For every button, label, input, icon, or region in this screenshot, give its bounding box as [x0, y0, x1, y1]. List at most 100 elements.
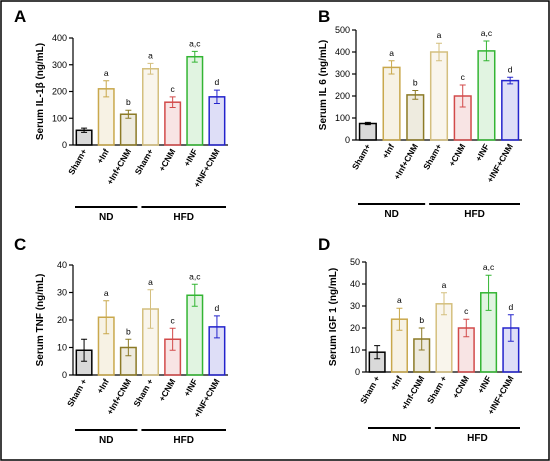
- y-tick-label: 100: [335, 113, 350, 123]
- error-bar: [463, 318, 470, 338]
- significance-letter: a: [104, 68, 109, 78]
- y-tick-label: 100: [52, 113, 67, 123]
- group-label: ND: [99, 435, 113, 446]
- error-bar: [507, 314, 514, 342]
- panel-label: D: [318, 235, 330, 254]
- y-tick-label: 500: [335, 25, 350, 35]
- y-tick-label: 0: [345, 135, 350, 145]
- error-bar: [169, 96, 176, 109]
- error-bar: [147, 289, 154, 329]
- error-bar: [191, 283, 198, 307]
- y-tick-label: 50: [350, 257, 360, 267]
- error-bar: [483, 40, 490, 62]
- y-tick-label: 0: [62, 370, 67, 380]
- x-tick-label: +Inf: [388, 374, 404, 392]
- x-tick-label: Sham+: [421, 142, 444, 171]
- x-tick-label: +INF: [475, 374, 493, 395]
- significance-letter: a,c: [483, 262, 495, 272]
- error-bar: [418, 327, 425, 351]
- significance-letter: b: [126, 97, 131, 107]
- x-tick-label: +INF: [182, 147, 200, 168]
- significance-letter: d: [508, 64, 513, 74]
- y-axis-label: Serum IL-1β (ng/mL): [35, 43, 46, 140]
- group-label: ND: [99, 212, 113, 223]
- x-tick-label: Sham+: [350, 142, 373, 171]
- error-bar: [125, 109, 132, 119]
- significance-letter: a: [397, 295, 402, 305]
- y-tick-label: 20: [350, 323, 360, 333]
- error-bar: [213, 89, 220, 105]
- x-tick-label: Sham+: [133, 147, 156, 176]
- y-axis-label: Serum IGF 1 (ng/mL): [328, 268, 339, 366]
- x-tick-label: +INF: [182, 377, 200, 398]
- y-tick-label: 200: [335, 91, 350, 101]
- bar: [119, 113, 137, 146]
- group-label: HFD: [464, 209, 485, 220]
- bar: [208, 96, 226, 146]
- x-tick-label: +Inf+CNM: [392, 142, 420, 181]
- error-bar: [459, 84, 466, 108]
- significance-letter: a,c: [481, 28, 493, 38]
- error-bar: [103, 80, 110, 98]
- x-tick-label: Sham +: [358, 374, 382, 405]
- significance-letter: b: [419, 315, 424, 325]
- y-tick-label: 40: [57, 260, 67, 270]
- error-bar: [507, 76, 514, 85]
- y-axis-label: Serum IL 6 (ng/mL): [318, 40, 329, 130]
- y-tick-label: 0: [62, 140, 67, 150]
- significance-letter: a: [148, 50, 153, 60]
- significance-letter: a: [442, 280, 447, 290]
- y-tick-label: 20: [57, 315, 67, 325]
- x-tick-label: +INF: [473, 142, 491, 163]
- x-tick-label: Sham+: [66, 147, 89, 176]
- significance-letter: c: [171, 84, 176, 94]
- significance-letter: a,c: [189, 271, 201, 281]
- group-label: ND: [384, 209, 398, 220]
- y-tick-label: 400: [52, 33, 67, 43]
- significance-letter: a: [389, 48, 394, 58]
- bar: [477, 50, 496, 141]
- error-bar: [213, 315, 220, 339]
- x-tick-label: +Inf: [380, 142, 396, 160]
- significance-letter: c: [464, 306, 469, 316]
- y-tick-label: 10: [57, 343, 67, 353]
- significance-letter: a: [104, 288, 109, 298]
- significance-letter: c: [171, 315, 176, 325]
- x-tick-label: +CNM: [157, 377, 178, 403]
- group-label: HFD: [173, 435, 194, 446]
- error-bar: [436, 42, 442, 62]
- error-bar: [412, 90, 419, 100]
- group-label: HFD: [467, 433, 488, 444]
- y-tick-label: 40: [350, 279, 360, 289]
- bar: [186, 55, 204, 146]
- bar: [164, 101, 182, 146]
- error-bar: [169, 327, 176, 351]
- y-tick-label: 30: [57, 288, 67, 298]
- x-tick-label: +CNM: [157, 147, 178, 173]
- error-bar: [191, 50, 198, 63]
- significance-letter: c: [461, 72, 466, 82]
- significance-letter: a: [437, 30, 442, 40]
- significance-letter: a,c: [189, 38, 201, 48]
- error-bar: [396, 307, 403, 331]
- error-bar: [81, 338, 88, 362]
- panel-label: C: [14, 235, 26, 254]
- significance-letter: d: [215, 303, 220, 313]
- panel-label: B: [318, 7, 330, 26]
- group-label: ND: [392, 433, 406, 444]
- bar: [358, 122, 377, 141]
- y-tick-label: 10: [350, 345, 360, 355]
- significance-letter: a: [148, 277, 153, 287]
- y-tick-label: 300: [52, 60, 67, 70]
- group-label: HFD: [173, 212, 194, 223]
- x-tick-label: +Inf: [95, 147, 111, 165]
- y-tick-label: 200: [52, 87, 67, 97]
- significance-letter: d: [215, 77, 220, 87]
- x-tick-label: Sham +: [65, 377, 89, 408]
- error-bar: [441, 292, 447, 316]
- bar: [429, 51, 449, 141]
- bar: [186, 294, 204, 376]
- error-bar: [364, 121, 371, 126]
- y-tick-label: 400: [335, 47, 350, 57]
